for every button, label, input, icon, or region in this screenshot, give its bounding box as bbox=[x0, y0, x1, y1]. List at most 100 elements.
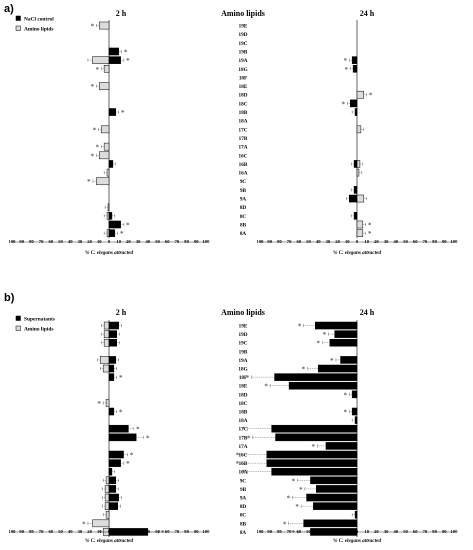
panel-b-bar-1 bbox=[108, 476, 117, 485]
panel-a-title-24h: 24 h bbox=[360, 9, 375, 18]
panel-b-significance-star: * bbox=[287, 495, 291, 503]
panel-a-x-tick-label: 20 bbox=[126, 239, 131, 244]
panel-a-legend-label-1: Amino lipids bbox=[24, 26, 54, 32]
panel-b-category-label: 18D bbox=[239, 392, 248, 398]
panel-a-bar-0 bbox=[106, 168, 110, 177]
panel-b-significance-star: * bbox=[236, 460, 240, 468]
panel-b-significance-star: * bbox=[242, 426, 246, 434]
panel-a-bar-0 bbox=[96, 177, 110, 186]
panel-a-x-tick-label: 60 bbox=[413, 239, 418, 244]
panel-a-x-tick-label: 50 bbox=[403, 239, 408, 244]
panel-a-category-label: 19A bbox=[239, 58, 248, 64]
panel-b-x-tick-label: 70 bbox=[287, 529, 292, 534]
panel-b-significance-star: * bbox=[299, 486, 303, 494]
panel-b-bar-1 bbox=[108, 321, 119, 330]
panel-a-category-label: 18C bbox=[239, 101, 248, 107]
panel-a-significance-star: * bbox=[120, 230, 124, 238]
panel-b-category-label: 8A bbox=[240, 530, 247, 536]
panel-a-category-label: 18G bbox=[238, 67, 247, 73]
panel-a-significance-star: * bbox=[368, 230, 372, 238]
panel-b-bar-2 bbox=[266, 459, 358, 467]
panel-a-category-label: 18D bbox=[239, 93, 248, 99]
panel-b-x-tick-label: 10 bbox=[116, 529, 121, 534]
panel-b-bar-2 bbox=[351, 390, 358, 399]
panel-b-x-tick-label: 40 bbox=[316, 529, 321, 534]
panel-a-x-tick-label: 40 bbox=[316, 239, 321, 244]
panel-a-title-center: Amino lipids bbox=[221, 9, 265, 18]
panel-b-bar-2 bbox=[275, 433, 358, 442]
panel-b-category-label: 18B bbox=[239, 410, 248, 416]
panel-b-x-axis-label-1: % C. elegans attracted bbox=[333, 538, 381, 544]
panel-b-category-label: 18E bbox=[239, 384, 248, 390]
panel-b-category-label: 9C bbox=[240, 478, 247, 484]
panel-a-significance-star: * bbox=[87, 178, 91, 186]
panel-b-significance-star: * bbox=[119, 409, 123, 417]
panel-a-category-label: 18A bbox=[239, 119, 248, 125]
panel-b-bar-2 bbox=[313, 502, 358, 510]
panel-b-significance-star: * bbox=[330, 357, 334, 365]
panel-a-bar-0 bbox=[106, 212, 110, 220]
panel-a-x-tick-label: 80 bbox=[277, 239, 282, 244]
panel-a-bar-1 bbox=[108, 108, 117, 116]
panel-a-x-tick-label: 40 bbox=[68, 239, 73, 244]
panel-b-legend-label-1: Amino lipids bbox=[24, 326, 54, 332]
panel-a-bar-3 bbox=[353, 212, 358, 220]
panel-a-x-tick-label: 40 bbox=[146, 239, 151, 244]
panel-b-significance-star: * bbox=[247, 434, 251, 442]
panel-b-category-label: 19D bbox=[239, 332, 248, 338]
panel-b-bar-2 bbox=[316, 485, 358, 493]
panel-b-legend-label-0: Supernatants bbox=[24, 316, 55, 322]
panel-a-significance-star: * bbox=[91, 152, 95, 160]
panel-a-x-tick-label: 60 bbox=[49, 239, 54, 244]
panel-a-significance-star: * bbox=[126, 57, 130, 65]
panel-b-x-tick-label: 90 bbox=[19, 529, 24, 534]
panel-b-bar-0 bbox=[105, 510, 110, 519]
panel-b-category-label: 19C bbox=[239, 341, 248, 347]
panel-b-significance-star: * bbox=[161, 529, 165, 537]
panel-b-title-2h: 2 h bbox=[116, 308, 127, 317]
panel-b-bar-0 bbox=[103, 330, 110, 338]
panel-a-bar-1 bbox=[108, 212, 113, 220]
panel-a-x-tick-label: 70 bbox=[423, 239, 428, 244]
panel-b-x-tick-label: 100 bbox=[9, 529, 17, 534]
panel-b-bar-0 bbox=[104, 502, 110, 510]
panel-a-bar-3 bbox=[349, 99, 358, 108]
panel-a-x-tick-label: 50 bbox=[306, 239, 311, 244]
panel-a-category-label: 16B bbox=[239, 162, 248, 168]
panel-a-category-label: 17A bbox=[239, 145, 248, 151]
panel-b-bar-1 bbox=[108, 433, 137, 442]
panel-b-title-24h: 24 h bbox=[360, 308, 375, 317]
panel-b-bar-2 bbox=[271, 424, 358, 433]
panel-b-significance-star: * bbox=[242, 469, 246, 477]
panel-a-x-axis-label-0: % C. elegans attracted bbox=[85, 250, 133, 256]
panel-b-significance-star: * bbox=[283, 520, 287, 528]
panel-b-significance-star: * bbox=[82, 520, 86, 528]
panel-a-x-tick-label: 90 bbox=[19, 239, 24, 244]
panel-b-x-tick-label: 50 bbox=[58, 529, 63, 534]
panel-a-x-tick-label: 100 bbox=[9, 239, 17, 244]
panel-a-x-tick-label: 30 bbox=[384, 239, 389, 244]
panel-a-x-tick-label: 20 bbox=[335, 239, 340, 244]
panel-a-category-label: 9A bbox=[240, 197, 247, 203]
panel-a-bar-2 bbox=[356, 90, 365, 99]
panel-b-significance-star: * bbox=[292, 529, 296, 537]
panel-a-x-tick-label: 10 bbox=[116, 239, 121, 244]
panel-a-category-label: 16C bbox=[239, 153, 248, 159]
panel-b-bar-0 bbox=[100, 356, 110, 364]
panel-b-bar-0 bbox=[102, 364, 110, 373]
panel-a-category-label: 19E bbox=[239, 24, 248, 30]
panel-b-category-label: 18C bbox=[239, 401, 248, 407]
panel-b-significance-star: * bbox=[292, 477, 296, 485]
panel-a-bar-3 bbox=[351, 56, 358, 64]
panel-a-x-tick-label: 100 bbox=[203, 239, 211, 244]
panel-b-bar-1 bbox=[108, 459, 121, 467]
panel-a-x-tick-label: 50 bbox=[58, 239, 63, 244]
panel-b-significance-star: * bbox=[119, 374, 123, 382]
panel-b-x-tick-label: 50 bbox=[155, 529, 160, 534]
panel-b-x-tick-label: 60 bbox=[297, 529, 302, 534]
panel-b-category-label: 8C bbox=[240, 513, 247, 519]
panel-a-x-tick-label: 60 bbox=[297, 239, 302, 244]
panel-a-category-label: 8A bbox=[240, 231, 247, 237]
panel-a-bar-2 bbox=[356, 229, 364, 237]
panel-b-x-tick-label: 20 bbox=[374, 529, 379, 534]
